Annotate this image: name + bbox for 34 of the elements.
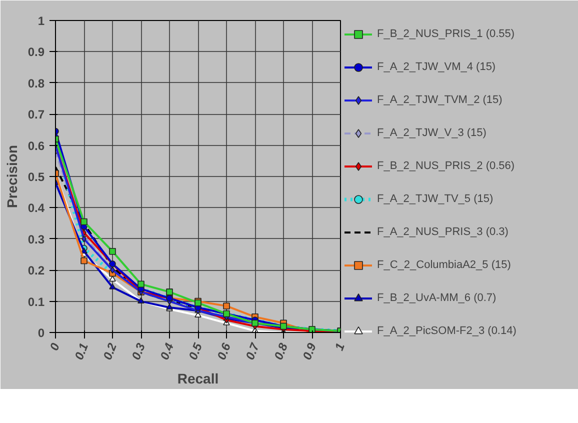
legend-label: F_A_2_TJW_TV_5 (15) — [377, 193, 494, 205]
x-tick-label: 0.4 — [157, 340, 177, 362]
y-tick-label: 0.3 — [28, 232, 45, 246]
y-tick-label: 1 — [38, 14, 45, 28]
y-tick-label: 0.2 — [28, 264, 45, 278]
legend-label: F_B_2_NUS_PRIS_1 (0.55) — [377, 28, 515, 40]
legend-label: F_C_2_ColumbiaA2_5 (15) — [377, 259, 511, 271]
legend-label: F_A_2_TJW_VM_4 (15) — [377, 61, 496, 73]
x-tick-label: 0.9 — [300, 340, 320, 362]
x-tick-label: 0.1 — [72, 340, 92, 362]
legend-label: F_A_2_TJW_V_3 (15) — [377, 127, 486, 139]
x-tick-label: 0.6 — [214, 340, 234, 362]
y-tick-label: 0.7 — [28, 108, 45, 122]
x-tick-label: 0.8 — [271, 340, 291, 362]
legend-label: F_A_2_TJW_TVM_2 (15) — [377, 94, 502, 106]
x-tick-label: 0.5 — [186, 340, 206, 362]
legend-label: F_A_2_PicSOM-F2_3 (0.14) — [377, 325, 516, 337]
x-tick-label: 0 — [47, 340, 63, 352]
legend-label: F_B_2_UvA-MM_6 (0.7) — [377, 292, 496, 304]
y-axis-title: Precision — [4, 144, 20, 208]
legend-label: F_A_2_NUS_PRIS_3 (0.3) — [377, 226, 508, 238]
y-tick-label: 0.9 — [28, 45, 45, 60]
y-tick-label: 0 — [38, 326, 45, 340]
x-tick-label: 0.7 — [242, 340, 262, 362]
y-tick-label: 0.8 — [28, 76, 45, 90]
x-tick-label: 0.2 — [100, 340, 120, 362]
y-tick-label: 0.4 — [28, 201, 45, 216]
legend-label: F_B_2_NUS_PRIS_2 (0.56) — [377, 160, 515, 172]
x-tick-label: 0.3 — [128, 340, 148, 362]
x-axis-title: Recall — [177, 370, 219, 386]
y-tick-label: 0.6 — [28, 138, 45, 153]
y-tick-label: 0.1 — [28, 294, 45, 309]
x-tick-label: 1 — [332, 340, 348, 352]
y-tick-label: 0.5 — [28, 170, 45, 184]
